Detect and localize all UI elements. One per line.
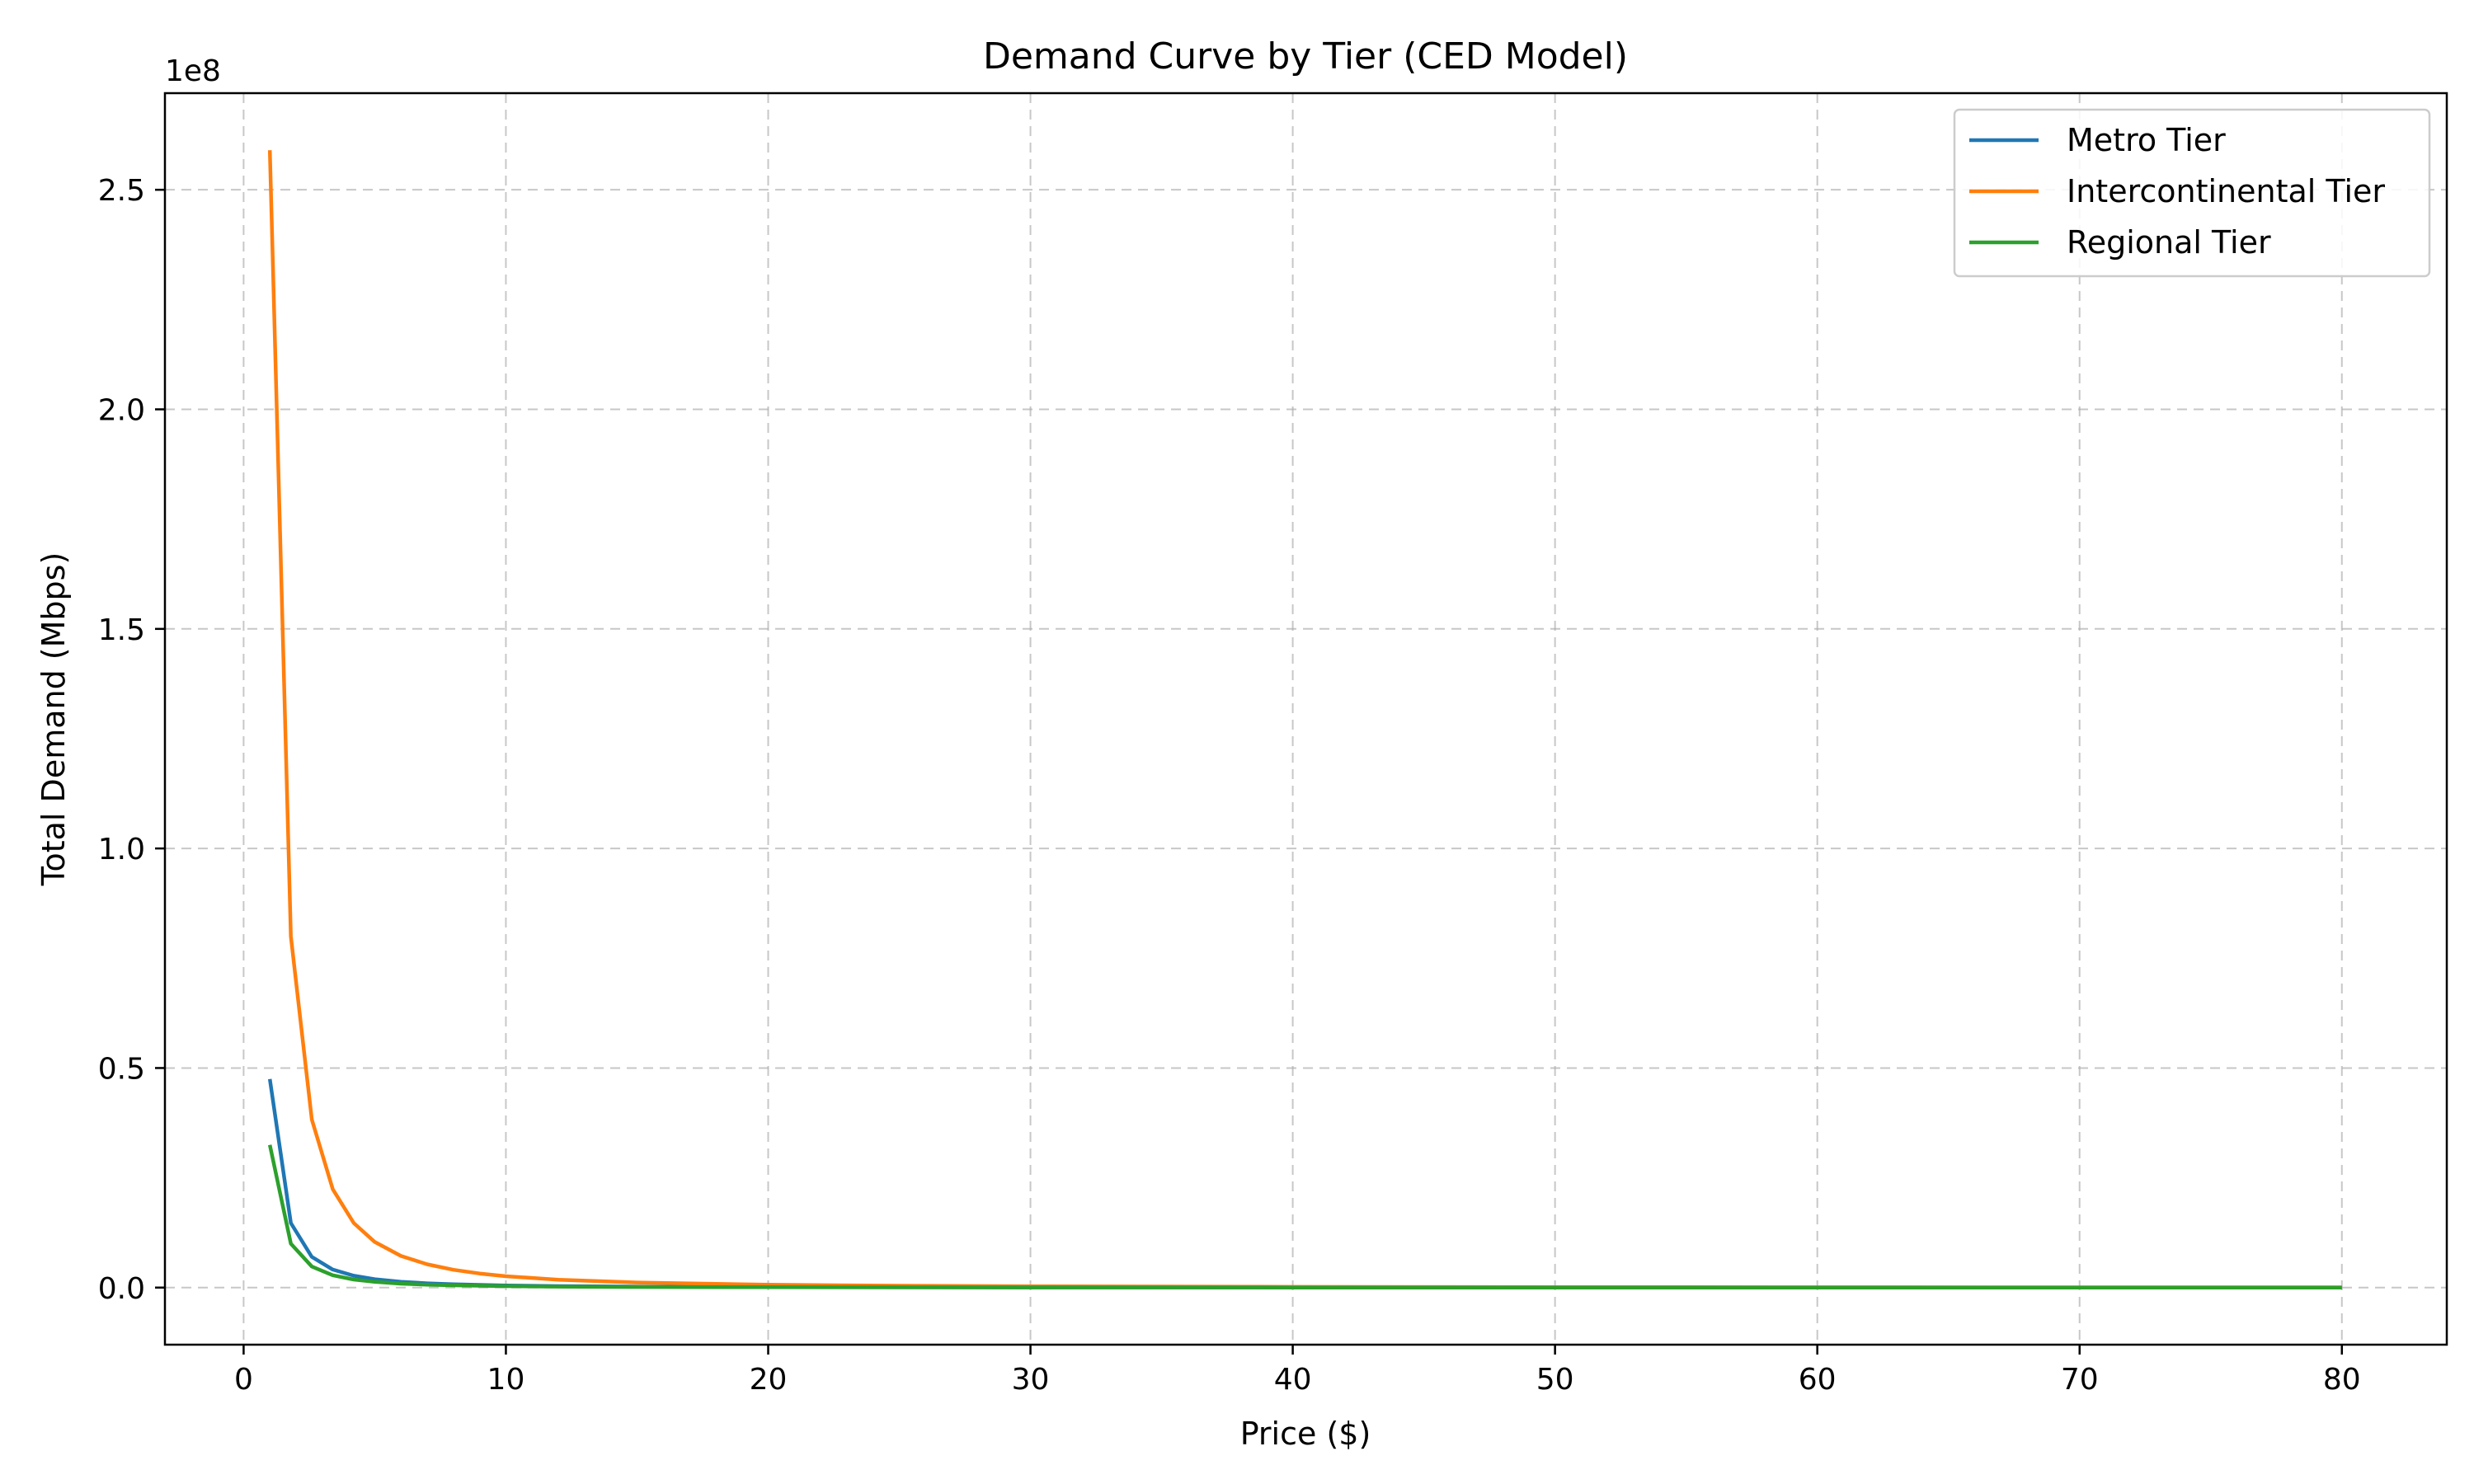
series-lines (267, 150, 2342, 1289)
x-tick-label: 80 (2323, 1363, 2361, 1397)
legend-box (1953, 108, 2431, 278)
x-tick-label: 0 (234, 1363, 253, 1397)
y-axis-ticks: 0.0 0.5 1.0 1.5 2.0 2.5 (98, 174, 165, 1306)
y-tick-label: 0.5 (98, 1052, 145, 1086)
y-tick-label: 2.0 (98, 393, 145, 427)
x-tick-label: 70 (2061, 1363, 2099, 1397)
plot-frame (163, 92, 2448, 1346)
chart-title: Demand Curve by Tier (CED Model) (983, 35, 1628, 77)
y-tick-label: 0.0 (98, 1272, 145, 1306)
series-line-regional-tier (267, 1144, 2342, 1289)
legend-label-intercontinental-tier: Intercontinental Tier (2067, 173, 2385, 209)
x-tick-label: 10 (487, 1363, 525, 1397)
x-tick-label: 20 (750, 1363, 788, 1397)
y-tick-label: 1.0 (98, 833, 145, 866)
grid-lines (165, 93, 2447, 1345)
x-axis-ticks: 0 10 20 30 40 50 60 70 80 (234, 1345, 2361, 1397)
x-tick-label: 60 (1799, 1363, 1837, 1397)
y-axis-label: Total Demand (Mbps) (35, 552, 72, 887)
x-tick-label: 50 (1536, 1363, 1574, 1397)
y-axis-offset-label: 1e8 (165, 54, 221, 88)
x-tick-label: 40 (1274, 1363, 1312, 1397)
legend-label-regional-tier: Regional Tier (2067, 224, 2271, 261)
legend-label-metro-tier: Metro Tier (2067, 122, 2226, 158)
y-tick-label: 1.5 (98, 613, 145, 647)
x-tick-label: 30 (1012, 1363, 1050, 1397)
x-axis-label: Price ($) (1240, 1416, 1371, 1452)
legend: Metro Tier Intercontinental Tier Regiona… (1953, 108, 2431, 278)
y-tick-label: 2.5 (98, 174, 145, 208)
